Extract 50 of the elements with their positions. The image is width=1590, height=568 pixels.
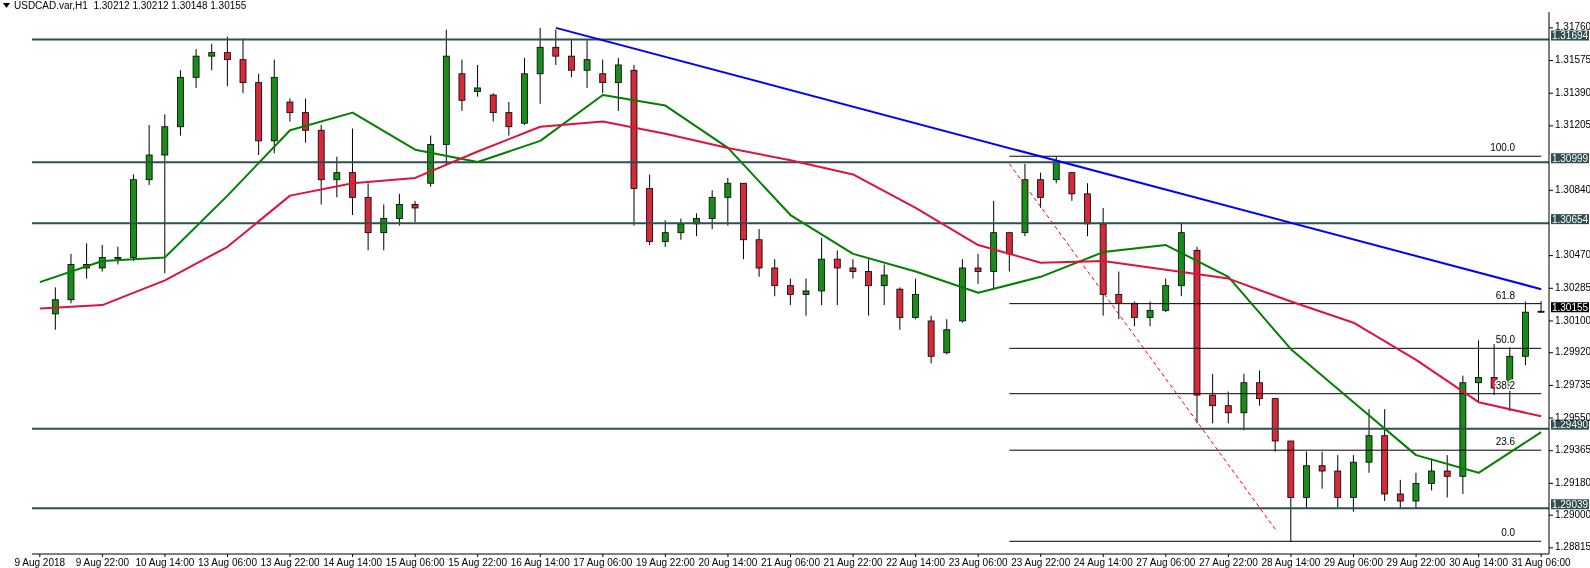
ref-line-label: 1.30999	[1551, 152, 1589, 164]
x-tick-label: 13 Aug 06:00	[198, 557, 258, 568]
x-tick-label: 15 Aug 22:00	[448, 557, 508, 568]
x-tick-label: 29 Aug 22:00	[1386, 557, 1446, 568]
x-tick-label: 30 Aug 14:00	[1449, 557, 1509, 568]
x-tick-label: 13 Aug 22:00	[260, 557, 320, 568]
y-tick-label: 1.31760	[1555, 21, 1590, 33]
ref-line-label: 1.30654	[1551, 213, 1589, 225]
x-tick-label: 23 Aug 22:00	[1011, 557, 1071, 568]
annotation: 0.0	[1501, 527, 1516, 539]
x-tick-label: 27 Aug 06:00	[1136, 557, 1196, 568]
x-tick-label: 20 Aug 14:00	[698, 557, 758, 568]
y-tick-label: 1.29365	[1555, 444, 1590, 456]
chart-title: USDCAD.var,H1 1.30212 1.30212 1.30148 1.30155	[14, 0, 247, 11]
ref-line-label: 1.29039	[1551, 498, 1589, 510]
x-tick-label: 23 Aug 06:00	[948, 557, 1009, 568]
ref-line-label: 1.31694	[1551, 30, 1589, 42]
x-tick-label: 19 Aug 22:00	[635, 557, 696, 568]
y-tick-label: 1.30470	[1555, 249, 1590, 261]
y-tick-label: 1.31205	[1555, 119, 1590, 131]
annotation: 23.6	[1495, 436, 1516, 448]
x-tick-label: 10 Aug 14:00	[135, 557, 195, 568]
y-tick-label: 1.31575	[1555, 54, 1590, 66]
text: 1.30155	[1551, 301, 1589, 313]
x-tick-label: 21 Aug 22:00	[823, 557, 883, 568]
annotation: 61.8	[1495, 289, 1516, 301]
annotation: 100.0	[1490, 142, 1516, 154]
x-tick-label: 31 Aug 06:00	[1511, 557, 1572, 568]
y-tick-label: 1.30285	[1555, 281, 1590, 293]
x-tick-label: 27 Aug 22:00	[1198, 557, 1259, 568]
x-tick-label: 28 Aug 14:00	[1261, 557, 1321, 568]
x-tick-label: 24 Aug 14:00	[1073, 557, 1134, 568]
y-tick-label: 1.31390	[1555, 86, 1590, 98]
y-tick-label: 1.30840	[1555, 183, 1590, 195]
y-tick-label: 1.30100	[1555, 314, 1590, 326]
x-tick-label: 16 Aug 14:00	[510, 557, 571, 568]
x-tick-label: 29 Aug 06:00	[1324, 557, 1384, 568]
annotation: 50.0	[1495, 334, 1516, 346]
x-tick-label: 21 Aug 06:00	[761, 557, 821, 568]
x-tick-label: 14 Aug 14:00	[323, 557, 383, 568]
x-tick-label: 15 Aug 06:00	[385, 557, 446, 568]
x-tick-label: 9 Aug 2018	[14, 557, 66, 568]
y-tick-label: 1.29920	[1555, 346, 1590, 358]
y-tick-label: 1.29180	[1555, 476, 1590, 488]
y-tick-label: 1.28815	[1555, 541, 1590, 553]
x-tick-label: 9 Aug 22:00	[75, 557, 130, 568]
x-tick-label: 17 Aug 06:00	[573, 557, 633, 568]
y-tick-label: 1.29735	[1555, 378, 1590, 390]
x-tick-label: 22 Aug 14:00	[886, 557, 946, 568]
y-tick-label: 1.29000	[1555, 508, 1590, 520]
